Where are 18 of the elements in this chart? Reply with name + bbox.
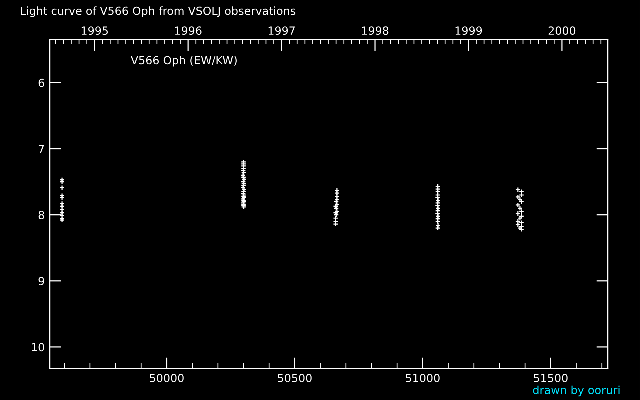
y-tick-label: 8 xyxy=(38,211,44,220)
x-tick-label: 50500 xyxy=(278,374,312,382)
text: drawn by ooruri xyxy=(533,386,620,397)
chart-title: Light curve of V566 Oph from VSOLJ observations xyxy=(21,6,296,18)
x-tick-label: 51000 xyxy=(406,374,440,382)
x2-tick-label: 1997 xyxy=(268,26,295,36)
y-tick-label: 10 xyxy=(32,343,44,352)
annotation: V566 Oph (EW/KW) xyxy=(130,56,237,67)
x-tick-label: 50000 xyxy=(150,374,184,382)
x-tick-label: 51500 xyxy=(534,374,568,382)
y-tick-label: 6 xyxy=(38,78,44,88)
x2-tick-label: 2000 xyxy=(548,26,576,36)
y-tick-label: 7 xyxy=(38,145,44,154)
x2-tick-label: 1998 xyxy=(362,26,389,36)
y-tick-label: 9 xyxy=(38,277,44,286)
x2-tick-label: 1996 xyxy=(175,26,202,36)
x2-tick-label: 1995 xyxy=(82,26,108,36)
x2-tick-label: 1999 xyxy=(456,26,482,36)
